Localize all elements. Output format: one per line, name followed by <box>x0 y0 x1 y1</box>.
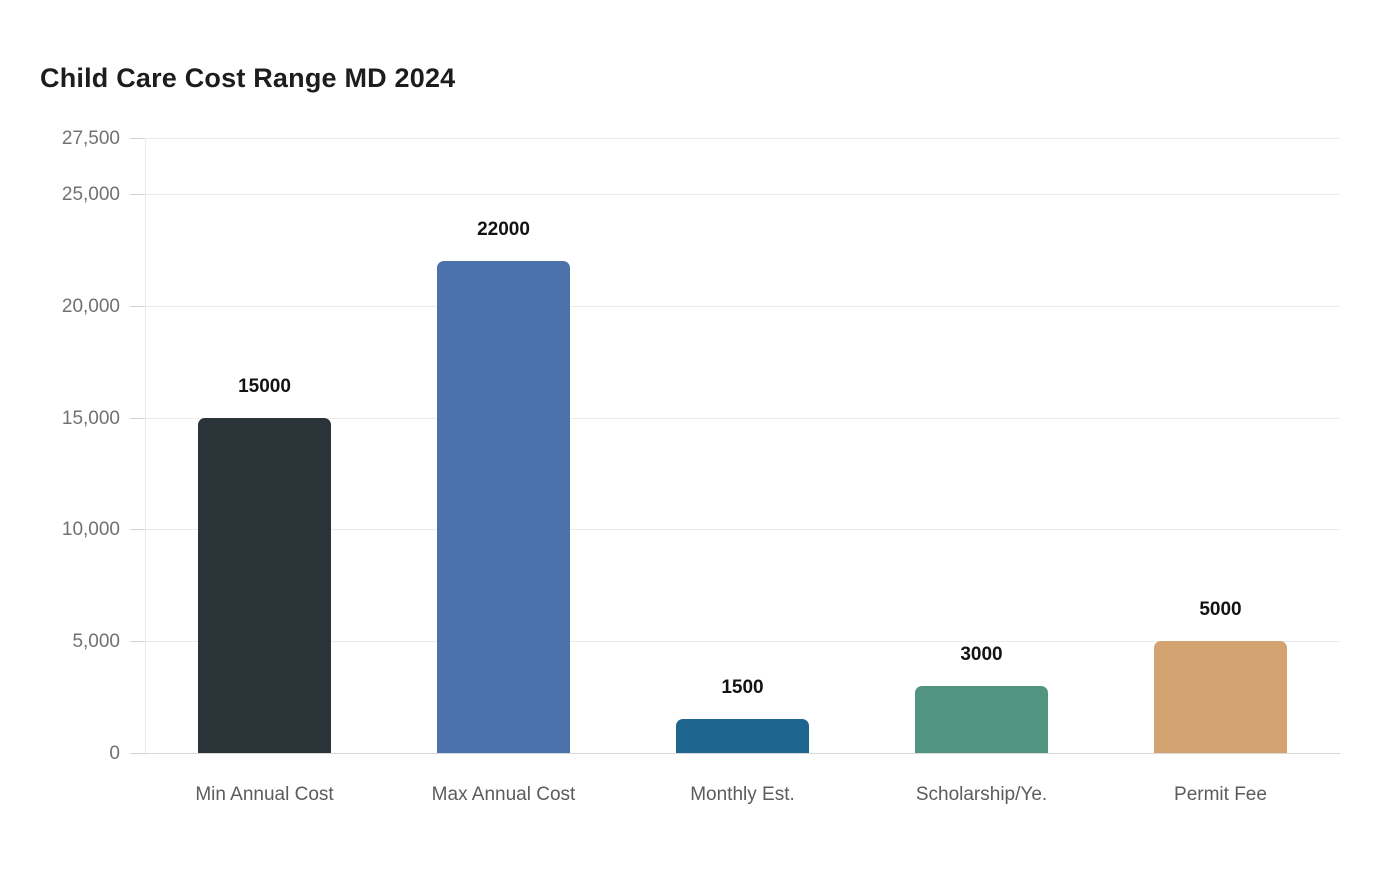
y-axis-tick <box>130 641 145 643</box>
chart-title: Child Care Cost Range MD 2024 <box>40 63 456 93</box>
gridline <box>145 641 1340 643</box>
y-axis-label: 10,000 <box>61 519 120 541</box>
y-axis-label: 0 <box>109 743 120 764</box>
gridline <box>145 193 1340 195</box>
x-axis-label: Min Annual Cost <box>195 784 334 805</box>
bar-value-label: 22000 <box>477 219 530 240</box>
y-axis-label: 25,000 <box>61 183 120 205</box>
y-axis-tick <box>130 529 145 531</box>
bar-value-label: 3000 <box>960 643 1003 665</box>
bar-max-annual-cost[interactable] <box>437 261 570 753</box>
bar-monthly-est[interactable] <box>676 719 809 753</box>
bar-value-label: 5000 <box>1199 599 1242 621</box>
bar-permit-fee[interactable] <box>1154 641 1287 753</box>
x-axis-label: Scholarship/Ye. <box>915 784 1048 805</box>
x-axis-baseline <box>145 753 1340 754</box>
bar-min-annual-cost[interactable] <box>198 417 331 753</box>
y-axis-tick <box>130 753 145 754</box>
gridline <box>145 417 1340 419</box>
y-axis-label: 20,000 <box>61 295 120 317</box>
y-axis-tick <box>130 417 145 419</box>
bar-value-label: 15000 <box>238 375 291 397</box>
gridline <box>145 138 1340 139</box>
bar-value-label: 1500 <box>721 677 764 699</box>
y-axis-label: 15,000 <box>61 407 120 429</box>
x-axis-label: Permit Fee <box>1174 784 1267 805</box>
x-axis-label: Max Annual Cost <box>431 784 576 805</box>
y-axis-line <box>145 138 146 753</box>
plot-area: 0 5,000 10,000 15,000 20,000 25,000 27,500 1500… <box>62 129 1340 805</box>
bar-scholarship-ye[interactable] <box>915 685 1048 753</box>
gridline <box>145 305 1340 307</box>
y-axis-tick <box>130 138 145 139</box>
gridline <box>145 529 1340 531</box>
x-axis-label: Monthly Est. <box>690 784 795 805</box>
y-axis-tick <box>130 305 145 307</box>
y-axis-tick <box>130 193 145 195</box>
y-axis-label: 5,000 <box>72 631 120 653</box>
y-axis-label: 27,500 <box>61 128 120 149</box>
